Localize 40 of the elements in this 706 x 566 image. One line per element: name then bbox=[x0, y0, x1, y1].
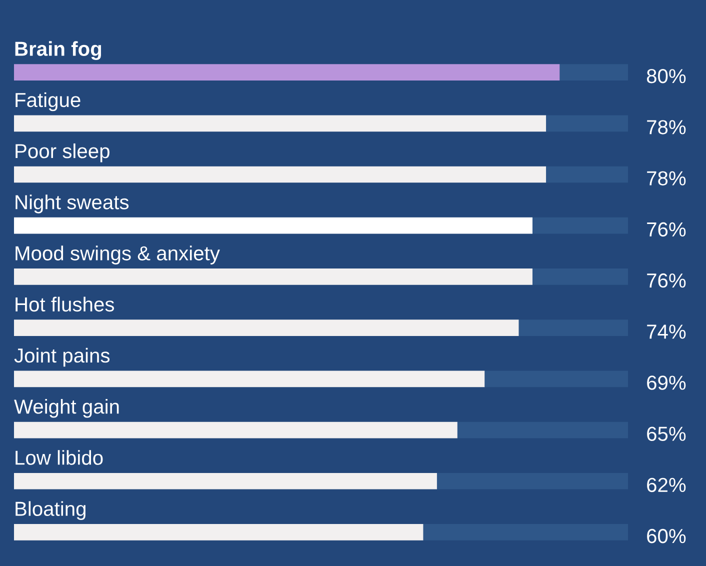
bar bbox=[14, 268, 532, 285]
bar bbox=[14, 217, 532, 234]
data-label: 78% bbox=[647, 171, 686, 186]
y-tick-label: Joint pains bbox=[14, 348, 110, 367]
bar bbox=[436, 472, 628, 490]
data-label: 80% bbox=[646, 68, 686, 84]
bar bbox=[560, 64, 628, 80]
data-label: 60% bbox=[647, 528, 686, 544]
bar bbox=[532, 268, 628, 285]
y-tick-label: Low libido bbox=[16, 450, 103, 465]
bar bbox=[532, 217, 628, 234]
data-label: 69% bbox=[647, 376, 686, 390]
y-tick-label: Mood swings & anxiety bbox=[16, 246, 220, 264]
y-tick-label: Hot flushes bbox=[16, 296, 114, 312]
bar bbox=[14, 472, 437, 490]
data-label: 62% bbox=[647, 478, 686, 492]
bar bbox=[423, 524, 628, 540]
data-label: 65% bbox=[647, 426, 686, 441]
bar bbox=[457, 422, 628, 438]
data-label: 76% bbox=[647, 222, 686, 237]
y-tick-label: Poor sleep bbox=[16, 143, 110, 162]
bar bbox=[14, 64, 560, 80]
bar bbox=[14, 524, 424, 540]
data-label: 76% bbox=[647, 273, 686, 288]
bar bbox=[14, 115, 546, 132]
bar bbox=[518, 320, 628, 336]
y-tick-label: Night sweats bbox=[16, 194, 129, 214]
bar bbox=[546, 166, 628, 183]
y-tick-label: Bloating bbox=[16, 501, 86, 520]
bar bbox=[14, 422, 458, 438]
bar bbox=[484, 370, 628, 388]
data-label: 78% bbox=[647, 120, 686, 134]
y-tick-label: Fatigue bbox=[16, 92, 80, 112]
data-label: 74% bbox=[647, 324, 686, 339]
bar bbox=[14, 370, 485, 388]
y-tick-label: Weight gain bbox=[14, 398, 119, 418]
bar bbox=[546, 115, 628, 132]
bar bbox=[14, 320, 519, 336]
y-tick-label: Brain fog bbox=[15, 41, 102, 60]
bar bbox=[14, 166, 546, 183]
